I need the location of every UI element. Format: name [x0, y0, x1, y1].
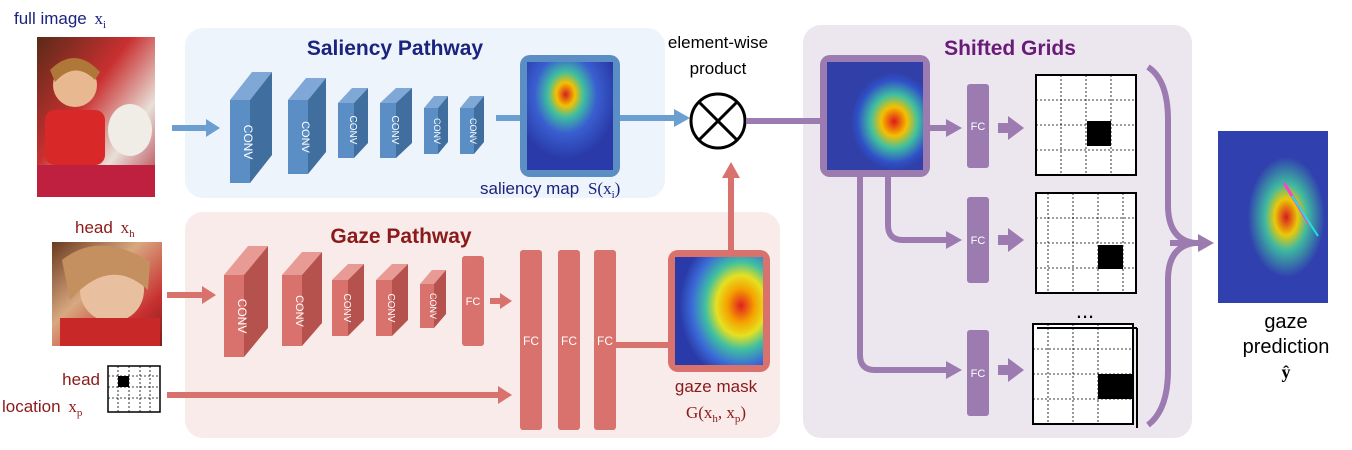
gaze-prediction-symbol: ŷ — [1282, 362, 1291, 382]
grid-fc-3: FC — [967, 330, 989, 416]
gaze-prediction-label-2: prediction — [1243, 336, 1330, 358]
svg-text:CONV: CONV — [389, 116, 400, 145]
saliency-map-label: saliency map S(xi) — [480, 179, 620, 201]
head-location-grid — [107, 365, 161, 413]
elementwise-product-symbol — [689, 92, 747, 150]
branch-arrows — [857, 125, 948, 373]
gaze-conv-4: CONV — [376, 264, 408, 336]
product-map-image — [820, 55, 930, 177]
saliency-map-image — [520, 55, 620, 177]
grid-ellipsis: ... — [1076, 298, 1094, 323]
gaze-conv-stack: CONV CONV CONV CONV CONV — [224, 246, 446, 357]
elementwise-label-2: product — [690, 59, 747, 78]
svg-text:FC: FC — [971, 235, 986, 247]
head-location-label: head — [62, 370, 100, 389]
svg-text:CONV: CONV — [385, 294, 396, 323]
arrow-fc-to-fc — [490, 293, 512, 309]
svg-text:CONV: CONV — [235, 299, 249, 334]
saliency-conv-5: CONV — [424, 96, 448, 154]
arrow-gaze-to-product — [722, 162, 740, 250]
gaze-conv-3: CONV — [332, 264, 364, 336]
gaze-fc-1: FC — [520, 250, 542, 430]
saliency-conv-3: CONV — [338, 88, 368, 158]
gaze-title: Gaze Pathway — [330, 225, 472, 248]
arrow-location-to-fc — [167, 386, 512, 404]
saliency-conv-stack: CONV CONV CONV CONV CONV — [230, 72, 484, 183]
full-image-photo — [37, 37, 155, 197]
shifted-grid-3 — [1032, 323, 1138, 428]
svg-text:CONV: CONV — [299, 121, 311, 153]
svg-text:CONV: CONV — [432, 118, 442, 144]
svg-text:FC: FC — [466, 296, 481, 308]
gaze-prediction-image — [1218, 131, 1328, 303]
gaze-mask-image — [668, 250, 770, 372]
head-location-label-2: location xp — [2, 397, 83, 419]
saliency-title: Saliency Pathway — [307, 37, 484, 60]
saliency-conv-6: CONV — [460, 96, 484, 154]
svg-text:FC: FC — [971, 368, 986, 380]
gaze-fc-small: FC — [462, 256, 484, 346]
head-photo — [52, 242, 162, 346]
svg-text:FC: FC — [523, 334, 539, 348]
saliency-conv-1: CONV — [230, 72, 272, 183]
shifted-grids-title: Shifted Grids — [944, 37, 1076, 60]
gaze-mask-label: gaze mask — [675, 377, 758, 396]
gaze-conv-2: CONV — [282, 252, 322, 346]
svg-text:CONV: CONV — [241, 125, 255, 160]
merge-arrow — [1170, 234, 1214, 252]
shifted-grid-1 — [1035, 74, 1137, 176]
gaze-prediction-label-1: gaze — [1264, 311, 1307, 333]
svg-text:FC: FC — [971, 121, 986, 133]
fc-to-grid-arrows — [998, 116, 1024, 382]
grid-fc-1: FC — [967, 84, 989, 168]
arrow-saliency-to-product — [620, 109, 690, 127]
elementwise-label-1: element-wise — [668, 33, 768, 52]
gaze-fc-3: FC — [594, 250, 616, 430]
svg-text:CONV: CONV — [341, 294, 352, 323]
svg-text:FC: FC — [597, 334, 613, 348]
saliency-conv-4: CONV — [380, 88, 412, 158]
svg-text:CONV: CONV — [347, 116, 358, 145]
svg-text:CONV: CONV — [293, 295, 305, 327]
gaze-conv-5: CONV — [420, 270, 446, 328]
full-image-label: full image xi — [14, 9, 106, 31]
shifted-grid-2 — [1035, 192, 1137, 294]
branch-arrowheads — [946, 119, 962, 379]
svg-text:FC: FC — [561, 334, 577, 348]
head-label: head xh — [75, 218, 135, 240]
svg-text:CONV: CONV — [428, 293, 438, 319]
gaze-mask-math: G(xh, xp) — [686, 403, 746, 425]
saliency-conv-2: CONV — [288, 78, 326, 174]
svg-text:CONV: CONV — [468, 118, 478, 144]
grid-fc-2: FC — [967, 197, 989, 283]
gaze-fc-2: FC — [558, 250, 580, 430]
gaze-conv-1: CONV — [224, 246, 268, 357]
arrow-image-to-saliency — [172, 119, 220, 137]
arrow-head-to-gaze — [167, 286, 216, 304]
